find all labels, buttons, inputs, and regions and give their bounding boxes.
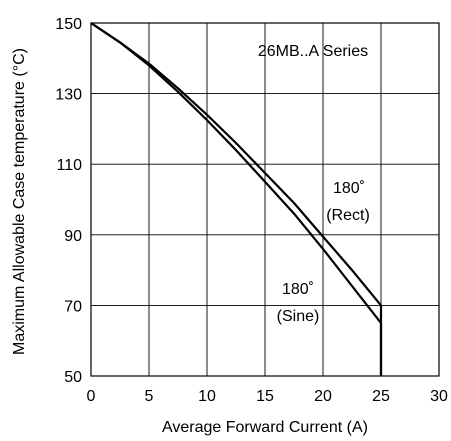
series-line-rect [90,22,383,376]
y-tick-label: 150 [55,16,82,33]
rect-label-annotation: (Rect) [326,207,370,224]
x-axis-label: Average Forward Current (A) [162,419,368,436]
y-tick-label: 70 [64,298,82,315]
series-title-annotation: 26MB..A Series [258,43,368,60]
y-tick-label: 90 [64,228,82,245]
sine-angle-annotation: 180˚ [282,281,314,298]
x-tick-label: 20 [314,388,332,405]
y-tick-label: 130 [55,87,82,104]
x-tick-label: 15 [256,388,274,405]
series-line-sine [90,22,383,376]
sine-label-annotation: (Sine) [277,308,320,325]
x-tick-label: 0 [87,388,96,405]
series-group [90,22,383,376]
x-tick-label: 30 [430,388,448,405]
y-tick-label: 110 [56,157,82,174]
x-tick-label: 5 [145,388,154,405]
grid [90,22,440,377]
plot-frame [90,22,440,377]
y-tick-label: 50 [64,369,82,386]
y-tick-labels: 50 70 90 110 130 150 [55,16,82,386]
x-tick-labels: 0 5 10 15 20 25 30 [87,388,448,405]
x-tick-label: 10 [198,388,216,405]
y-axis-label: Maximum Allowable Case temperature (°C) [11,48,28,355]
x-tick-label: 25 [372,388,390,405]
rect-angle-annotation: 180˚ [333,180,365,197]
